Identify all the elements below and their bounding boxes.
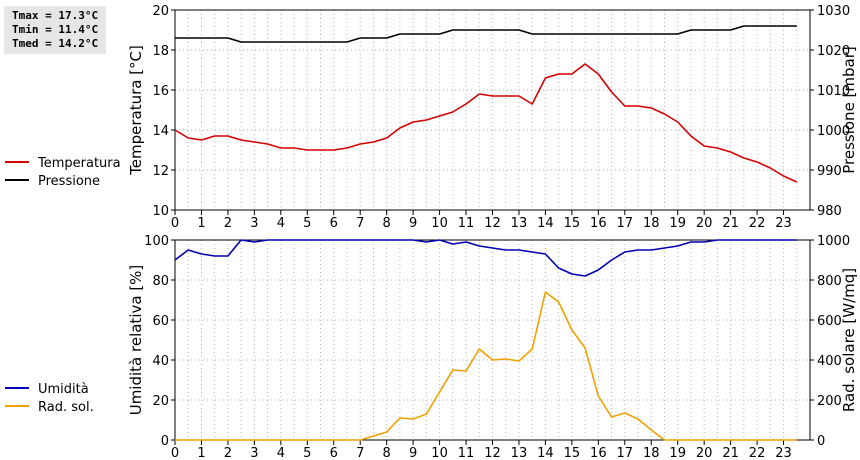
x-tick-label: 4: [277, 216, 285, 231]
x-tick-label: 18: [643, 446, 660, 460]
x-tick-label: 8: [383, 446, 391, 460]
chart-panel-1: 0 1 2 3 4 5 6 7 8 9 10 11 12 13 14 15 16 17 18 19 20 21 22 2310…: [5, 4, 858, 231]
y-tick-label: 16: [152, 84, 169, 99]
y-tick-label: 20: [152, 394, 169, 409]
x-tick-label: 6: [330, 216, 338, 231]
x-tick-label: 20: [696, 216, 713, 231]
stat-tmin: Tmin = 11.4°C: [12, 23, 99, 36]
y2-tick-label: 1020: [817, 44, 850, 59]
x-tick-label: 23: [775, 216, 792, 231]
y2-tick-label: 1010: [817, 84, 850, 99]
y-tick-label: 60: [152, 314, 169, 329]
x-tick-label: 7: [356, 446, 364, 460]
y-tick-label: 14: [152, 124, 169, 139]
y2-tick-label: 1000: [817, 124, 850, 139]
series-line-temperatura: [174, 63, 798, 183]
x-tick-label: 1: [197, 216, 205, 231]
y-tick-label: 18: [152, 44, 169, 59]
x-tick-label: 17: [617, 216, 634, 231]
x-tick-label: 11: [458, 446, 475, 460]
chart-panel-2: 0 1 2 3 4 5 6 7 8 9 10 11 12 13 14 15 16 17 18 19 20 21 22 2302…: [5, 234, 858, 460]
x-tick-label: 16: [590, 446, 607, 460]
x-tick-label: 2: [224, 216, 232, 231]
stat-tmed: Tmed = 14.2°C: [12, 37, 99, 50]
y-tick-label: 10: [152, 204, 169, 219]
y-tick-label: 0: [161, 434, 169, 449]
y2-tick-label: 400: [817, 354, 842, 369]
x-tick-label: 5: [303, 216, 311, 231]
stats-box: Tmax = 17.3°C Tmin = 11.4°C Tmed = 14.2°…: [4, 6, 106, 54]
series-line-pressione: [175, 25, 797, 43]
y-tick-label: 20: [152, 4, 169, 19]
x-tick-label: 18: [643, 216, 660, 231]
legend-label: Rad. sol.: [38, 400, 94, 415]
x-tick-label: 13: [511, 216, 528, 231]
x-tick-label: 16: [590, 216, 607, 231]
y-tick-label: 80: [152, 274, 169, 289]
x-tick-label: 9: [409, 216, 417, 231]
x-tick-label: 2: [224, 446, 232, 460]
y2-tick-label: 600: [817, 314, 842, 329]
y-axis-label: Umidità relativa [%]: [127, 265, 145, 416]
x-tick-label: 1: [197, 446, 205, 460]
x-tick-label: 22: [749, 216, 766, 231]
y2-tick-label: 990: [817, 164, 842, 179]
y2-tick-label: 980: [817, 204, 842, 219]
x-tick-label: 23: [775, 446, 792, 460]
x-tick-label: 6: [330, 446, 338, 460]
x-tick-label: 11: [458, 216, 475, 231]
y2-tick-label: 800: [817, 274, 842, 289]
x-tick-label: 10: [431, 216, 448, 231]
x-tick-label: 4: [277, 446, 285, 460]
x-tick-label: 12: [484, 216, 501, 231]
legend-label: Umidità: [38, 382, 89, 397]
x-tick-label: 15: [564, 216, 581, 231]
x-tick-label: 3: [250, 446, 258, 460]
y2-tick-label: 1030: [817, 4, 850, 19]
x-tick-label: 21: [722, 216, 739, 231]
y-tick-label: 12: [152, 164, 169, 179]
stat-tmax: Tmax = 17.3°C: [12, 9, 99, 22]
x-tick-label: 17: [617, 446, 634, 460]
series-line-rad-sol: [175, 291, 797, 441]
x-tick-label: 14: [537, 446, 554, 460]
x-tick-label: 12: [484, 446, 501, 460]
x-tick-label: 14: [537, 216, 554, 231]
x-tick-label: 3: [250, 216, 258, 231]
x-tick-label: 8: [383, 216, 391, 231]
y2-tick-label: 200: [817, 394, 842, 409]
legend-label: Pressione: [38, 174, 100, 189]
x-tick-label: 7: [356, 216, 364, 231]
x-tick-label: 9: [409, 446, 417, 460]
x-tick-label: 0: [171, 216, 179, 231]
x-tick-label: 19: [669, 216, 686, 231]
y2-axis-label: Rad. solare [W/mq]: [840, 268, 858, 412]
y-axis-label: Temperatura [°C]: [127, 45, 145, 176]
x-tick-label: 0: [171, 446, 179, 460]
x-tick-label: 15: [564, 446, 581, 460]
series-line-umidit: [174, 239, 797, 277]
x-tick-label: 5: [303, 446, 311, 460]
y2-tick-label: 0: [817, 434, 825, 449]
x-tick-label: 19: [669, 446, 686, 460]
y2-tick-label: 1000: [817, 234, 850, 249]
x-tick-label: 20: [696, 446, 713, 460]
y-tick-label: 40: [152, 354, 169, 369]
x-tick-label: 10: [431, 446, 448, 460]
x-tick-label: 13: [511, 446, 528, 460]
legend-label: Temperatura: [37, 156, 121, 171]
x-tick-label: 21: [722, 446, 739, 460]
y2-axis-label: Pressione [mbar]: [840, 46, 858, 174]
x-tick-label: 22: [749, 446, 766, 460]
y-tick-label: 100: [144, 234, 169, 249]
